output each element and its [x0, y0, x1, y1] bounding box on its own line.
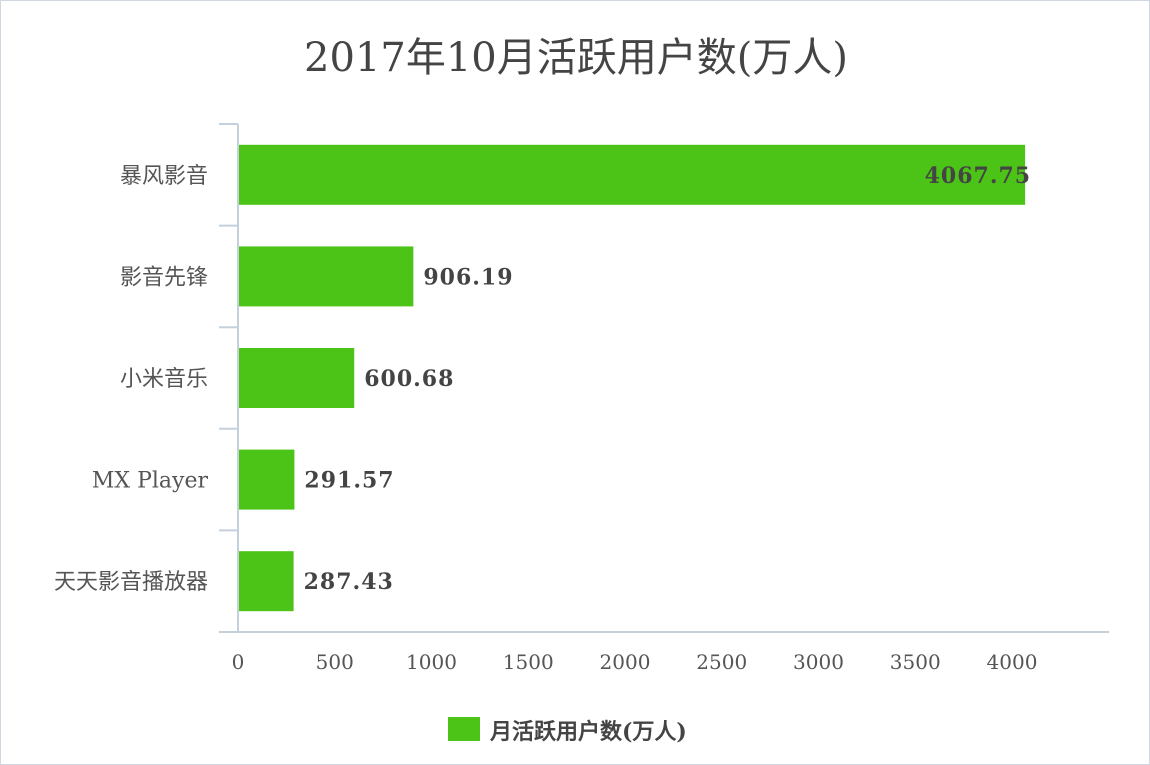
data-label: 906.19	[423, 264, 513, 290]
x-tick-label: 1000	[406, 650, 457, 674]
x-tick-label: 2500	[696, 650, 747, 674]
category-label: 天天影音播放器	[54, 570, 208, 595]
legend-swatch	[448, 717, 480, 741]
bar	[239, 449, 295, 510]
x-tick-label: 3500	[890, 650, 941, 674]
bar	[239, 144, 1026, 205]
x-tick-label: 2000	[600, 650, 651, 674]
category-label: 影音先锋	[120, 265, 208, 290]
bar	[239, 551, 294, 612]
x-tick-label: 500	[316, 650, 354, 674]
category-label: 暴风影音	[120, 164, 208, 189]
chart-title: 2017年10月活跃用户数(万人)	[304, 35, 848, 81]
bar	[239, 246, 414, 307]
x-tick-label: 1500	[503, 650, 554, 674]
data-label: 287.43	[304, 569, 394, 595]
x-tick-label: 0	[232, 650, 245, 674]
category-label: MX Player	[92, 469, 209, 494]
x-tick-label: 4000	[987, 650, 1038, 674]
data-label: 4067.75	[925, 163, 1032, 189]
x-tick-label: 3000	[793, 650, 844, 674]
data-label: 291.57	[304, 468, 394, 494]
plot-area: 0 500 1000 1500 2000 2500 3000 3500 4000 暴风影音 4067…	[54, 123, 1109, 674]
bar	[239, 348, 355, 408]
category-label: 小米音乐	[120, 367, 208, 392]
data-label: 600.68	[364, 366, 454, 392]
legend: 月活跃用户数(万人)	[448, 717, 687, 745]
legend-label: 月活跃用户数(万人)	[489, 719, 687, 745]
